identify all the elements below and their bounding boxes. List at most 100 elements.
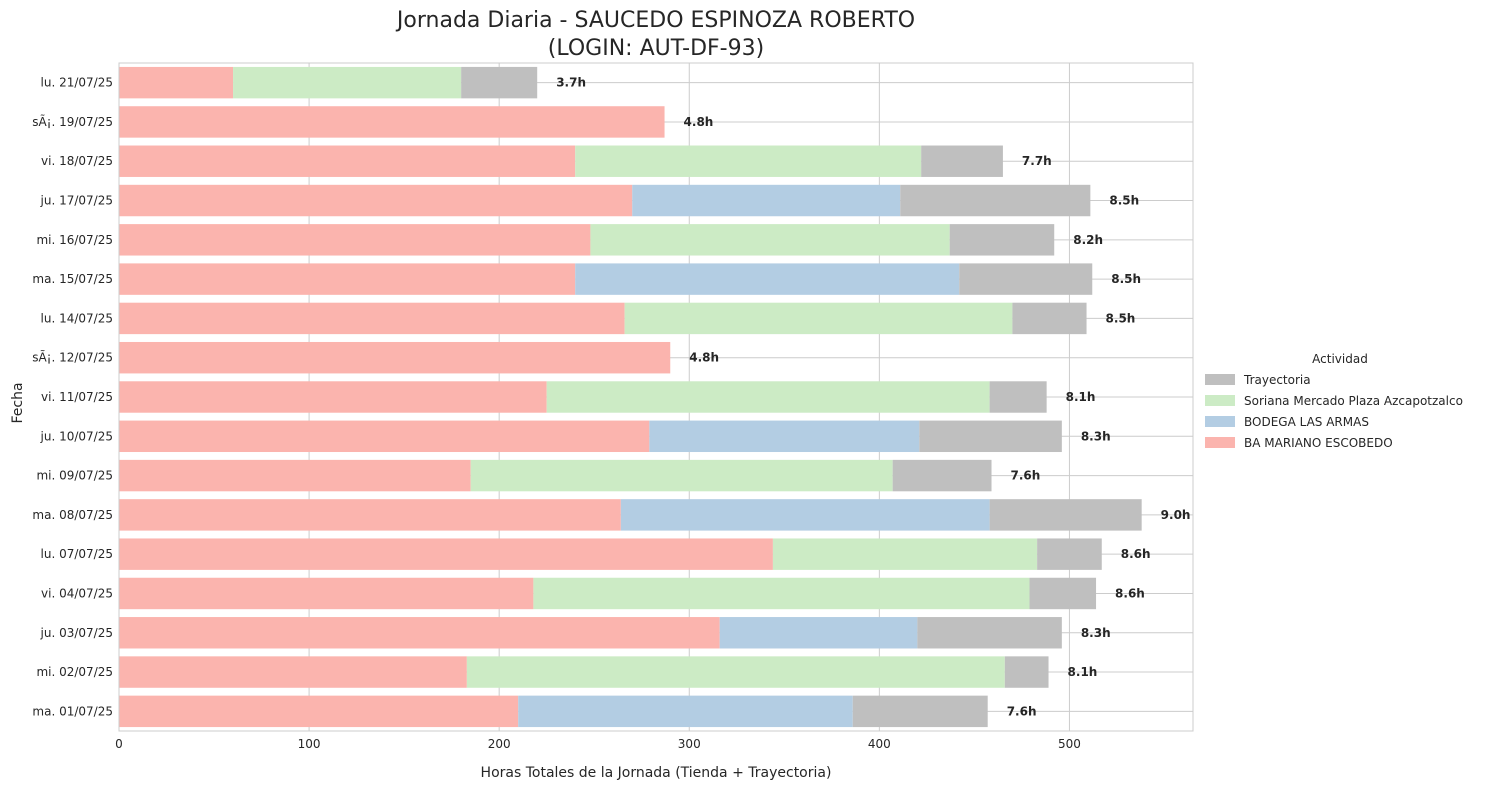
bar-segment	[649, 420, 920, 453]
bar-segment	[119, 499, 621, 531]
y-tick-label: sÃ¡. 12/07/25	[32, 350, 113, 365]
x-axis-ticks: 0 100 200 300 400 500	[115, 737, 1081, 751]
bar-segment	[119, 459, 471, 492]
bar-segment	[119, 656, 467, 688]
bar-segment	[620, 499, 990, 531]
bar-segment	[461, 66, 538, 99]
bar-segment	[772, 538, 1038, 570]
bar-segment	[119, 381, 547, 413]
y-tick-label: ju. 03/07/25	[40, 626, 113, 640]
bar-total-label: 8.1h	[1066, 390, 1096, 404]
legend-entry-label: Soriana Mercado Plaza Azcapotzalco	[1244, 394, 1463, 408]
x-axis-label: Horas Totales de la Jornada (Tienda + Tr…	[481, 765, 832, 781]
bar-segment	[989, 381, 1047, 413]
bar-segment	[919, 420, 1062, 453]
y-tick-label: vi. 04/07/25	[41, 586, 113, 600]
bar-segment	[470, 459, 893, 492]
bar-segment	[119, 263, 576, 295]
bar-total-label: 4.8h	[689, 351, 719, 365]
bar-segment	[119, 577, 534, 610]
bar-segment	[119, 617, 720, 649]
bar-total-label: 8.6h	[1121, 547, 1151, 561]
y-tick-label: ma. 01/07/25	[32, 704, 113, 718]
bar-segment	[959, 263, 1093, 295]
bar-segment	[900, 184, 1091, 217]
bar-segment	[119, 302, 625, 335]
legend-entry-label: BA MARIANO ESCOBEDO	[1244, 436, 1393, 450]
chart-title-line2: (LOGIN: AUT-DF-93)	[548, 36, 764, 61]
y-tick-label: lu. 14/07/25	[41, 311, 113, 325]
y-tick-label: lu. 21/07/25	[41, 76, 113, 90]
bar-segment	[575, 263, 960, 295]
legend: Actividad Trayectoria Soriana Mercado Pla…	[1205, 352, 1463, 450]
x-tick-label: 100	[298, 737, 321, 751]
bar-total-label: 8.6h	[1115, 586, 1145, 600]
bar-segment	[119, 184, 633, 217]
bar-segment	[466, 656, 1005, 688]
bar-total-label: 8.1h	[1068, 665, 1098, 679]
y-tick-label: mi. 09/07/25	[36, 469, 113, 483]
bar-segment	[1029, 577, 1097, 610]
bar-segment	[1012, 302, 1087, 335]
y-tick-label: ma. 08/07/25	[32, 508, 113, 522]
bar-total-label: 4.8h	[684, 115, 714, 129]
bar-total-label: 7.6h	[1011, 469, 1041, 483]
bar-segment	[546, 381, 990, 413]
bar-segment	[949, 224, 1055, 256]
bar-segment	[1037, 538, 1102, 570]
y-tick-label: mi. 02/07/25	[36, 665, 113, 679]
bars	[119, 66, 1142, 728]
legend-swatch	[1205, 374, 1235, 385]
bar-segment	[1004, 656, 1049, 688]
x-tick-label: 300	[678, 737, 701, 751]
y-tick-label: mi. 16/07/25	[36, 233, 113, 247]
bar-segment	[624, 302, 1013, 335]
x-tick-label: 500	[1058, 737, 1081, 751]
bar-segment	[119, 420, 650, 453]
x-tick-label: 400	[868, 737, 891, 751]
chart-title-line1: Jornada Diaria - SAUCEDO ESPINOZA ROBERT…	[395, 8, 915, 33]
bar-total-label: 8.3h	[1081, 429, 1111, 443]
bar-total-label: 8.3h	[1081, 626, 1111, 640]
bar-segment	[533, 577, 1030, 610]
bar-segment	[119, 538, 773, 570]
legend-entry-label: Trayectoria	[1243, 373, 1311, 387]
bar-segment	[119, 341, 671, 374]
bar-total-label: 7.7h	[1022, 154, 1052, 168]
legend-title: Actividad	[1312, 352, 1368, 366]
bar-segment	[917, 617, 1062, 649]
y-tick-label: ju. 10/07/25	[40, 429, 113, 443]
bar-segment	[233, 66, 462, 99]
bar-segment	[119, 106, 665, 138]
y-tick-label: vi. 11/07/25	[41, 390, 113, 404]
bar-segment	[518, 695, 853, 728]
bar-segment	[989, 499, 1142, 531]
bar-total-label: 7.6h	[1007, 704, 1037, 718]
y-axis-label: Fecha	[10, 382, 26, 423]
bar-segment	[590, 224, 950, 256]
bar-total-label: 9.0h	[1161, 508, 1191, 522]
legend-swatch	[1205, 437, 1235, 448]
bar-segment	[719, 617, 918, 649]
bar-total-label: 8.5h	[1106, 311, 1136, 325]
y-tick-label: lu. 07/07/25	[41, 547, 113, 561]
y-tick-label: ma. 15/07/25	[32, 272, 113, 286]
bar-segment	[119, 695, 519, 728]
bar-labels: 3.7h 4.8h 7.7h 8.5h 8.2h 8.5h 8.5h 4.8h 8.1h 8.3h…	[556, 76, 1190, 719]
bar-segment	[921, 145, 1003, 177]
y-tick-label: vi. 18/07/25	[41, 154, 113, 168]
bar-segment	[892, 459, 992, 492]
x-tick-label: 0	[115, 737, 123, 751]
bar-segment	[575, 145, 922, 177]
bar-segment	[119, 224, 591, 256]
legend-swatch	[1205, 416, 1235, 427]
x-tick-label: 200	[488, 737, 511, 751]
bar-total-label: 8.5h	[1111, 272, 1141, 286]
bar-segment	[852, 695, 988, 728]
bar-segment	[119, 145, 576, 177]
y-tick-label: sÃ¡. 19/07/25	[32, 114, 113, 129]
bar-total-label: 3.7h	[556, 76, 586, 90]
bar-total-label: 8.2h	[1073, 233, 1103, 247]
bar-total-label: 8.5h	[1109, 194, 1139, 208]
plot-frame	[118, 62, 1194, 732]
